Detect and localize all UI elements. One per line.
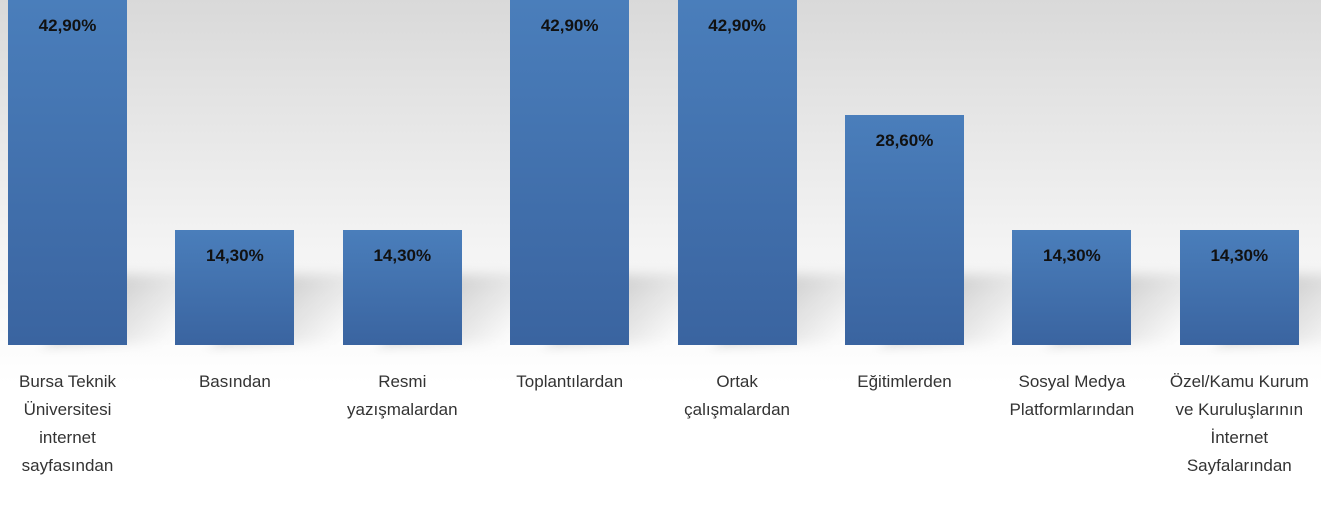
x-tick-label: Resmi yazışmalardan — [347, 372, 458, 419]
bar — [510, 0, 630, 345]
bar — [342, 230, 462, 345]
x-tick-label: Sosyal Medya Platformlarından — [1009, 372, 1135, 419]
bar — [677, 0, 797, 345]
data-label: 28,60% — [875, 131, 934, 150]
x-tick-label: Toplantılardan — [516, 372, 624, 391]
bar — [1012, 230, 1132, 345]
data-label: 42,90% — [38, 16, 97, 35]
data-label: 14,30% — [206, 246, 264, 265]
x-tick-label: Özel/Kamu Kurum ve Kuruluşlarının İntern… — [1169, 372, 1309, 475]
x-tick-label: Bursa Teknik Üniversitesi internet sayfa… — [18, 372, 116, 475]
x-tick-label: Ortak çalışmalardan — [684, 372, 790, 419]
data-label: 14,30% — [373, 246, 432, 265]
x-tick-label: Basından — [198, 372, 271, 391]
bar — [175, 230, 295, 345]
data-label: 42,90% — [540, 16, 599, 35]
bar — [1179, 230, 1299, 345]
data-label: 14,30% — [1210, 246, 1269, 265]
x-tick-label: Eğitimlerden — [857, 372, 952, 391]
bar — [845, 115, 964, 345]
data-label: 42,90% — [708, 16, 766, 35]
bar — [8, 0, 127, 345]
data-label: 14,30% — [1043, 246, 1101, 265]
